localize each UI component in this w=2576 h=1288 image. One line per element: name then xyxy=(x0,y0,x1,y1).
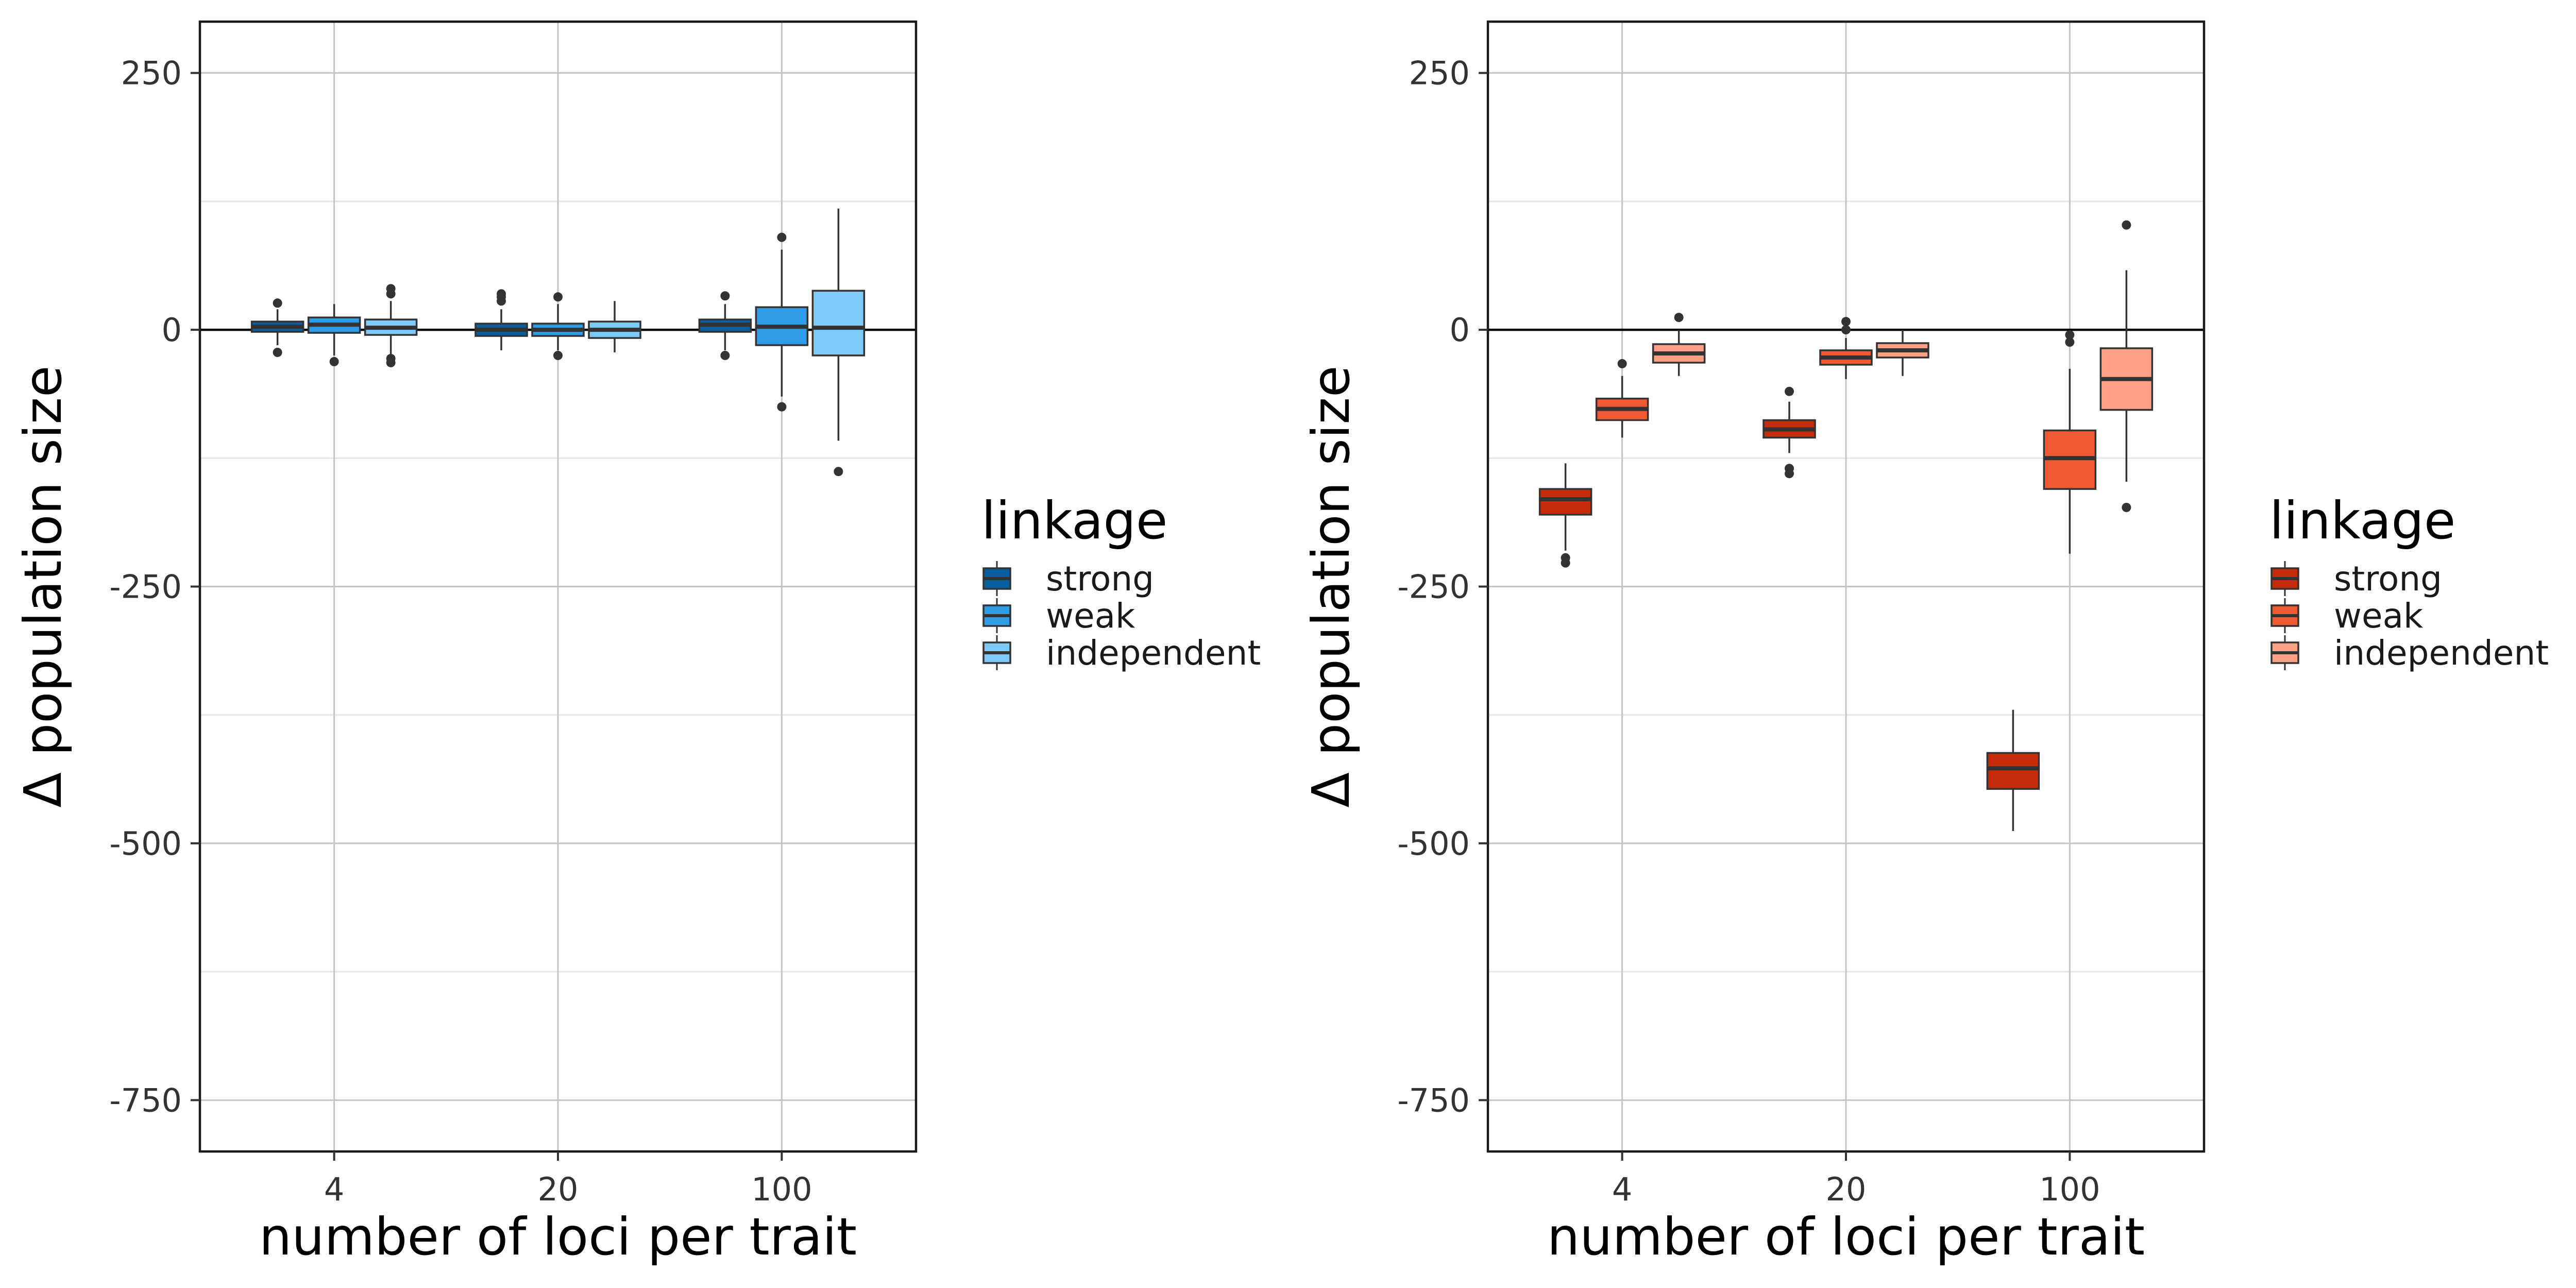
y-tick-label: 0 xyxy=(1450,311,1470,349)
y-tick-label: -500 xyxy=(1397,825,1470,862)
outlier-point xyxy=(273,347,282,357)
y-tick-label: -750 xyxy=(1397,1081,1470,1119)
series-weak xyxy=(307,232,809,412)
box-independent-4 xyxy=(1652,313,1706,376)
outlier-point xyxy=(497,289,506,299)
outlier-point xyxy=(1841,325,1851,335)
y-tick-label: 250 xyxy=(121,55,182,92)
outlier-point xyxy=(1617,359,1627,368)
legend-entry-independent: independent xyxy=(2270,633,2549,673)
legend-entry-weak: weak xyxy=(982,596,1136,636)
y-tick-label: 0 xyxy=(162,311,182,349)
legend-label: weak xyxy=(1046,596,1136,636)
y-tick-label: -250 xyxy=(1397,568,1470,606)
outlier-point xyxy=(777,402,787,412)
outlier-point xyxy=(1561,558,1570,568)
legend-title: linkage xyxy=(981,490,1167,551)
y-tick-label: -500 xyxy=(109,825,182,862)
y-tick-label: -250 xyxy=(109,568,182,606)
legend-entry-strong: strong xyxy=(982,559,1154,599)
legend-entry-strong: strong xyxy=(2270,559,2442,599)
y-tick-label: -750 xyxy=(109,1081,182,1119)
box-iqr xyxy=(811,290,866,357)
legend-label: independent xyxy=(1046,633,1261,673)
outlier-point xyxy=(2065,337,2075,347)
box-iqr xyxy=(1538,488,1592,516)
outlier-point xyxy=(329,357,339,366)
box-strong-4 xyxy=(1538,463,1592,568)
box-weak-100 xyxy=(755,232,809,412)
legend-title: linkage xyxy=(2269,490,2455,551)
box-strong-20 xyxy=(474,289,528,350)
legend-label: strong xyxy=(1046,559,1154,599)
x-tick-label: 20 xyxy=(1826,1171,1867,1208)
series-independent xyxy=(364,208,866,477)
series-strong xyxy=(1538,386,2040,831)
legend-entry-weak: weak xyxy=(2270,596,2424,636)
outlier-point xyxy=(1674,313,1684,323)
series-independent xyxy=(1652,220,2154,512)
x-tick-label: 100 xyxy=(751,1171,812,1208)
outlier-point xyxy=(1785,386,1794,396)
box-strong-100 xyxy=(1986,709,2040,831)
outlier-point xyxy=(2065,330,2075,340)
box-weak-4 xyxy=(307,304,361,366)
outlier-point xyxy=(720,291,730,301)
x-tick-label: 100 xyxy=(2039,1171,2100,1208)
outlier-point xyxy=(1785,469,1794,479)
x-axis-title: number of loci per trait xyxy=(259,1207,857,1267)
x-axis-title: number of loci per trait xyxy=(1547,1207,2145,1267)
box-independent-20 xyxy=(1876,330,1929,376)
box-strong-100 xyxy=(698,291,752,360)
x-tick-label: 4 xyxy=(1612,1171,1632,1208)
box-independent-20 xyxy=(588,301,641,352)
box-independent-4 xyxy=(364,284,418,367)
box-independent-100 xyxy=(811,208,866,477)
y-axis-title: Δ population size xyxy=(1301,365,1361,807)
outlier-point xyxy=(834,467,843,477)
box-iqr xyxy=(1986,752,2040,790)
legend-entry-independent: independent xyxy=(982,633,1261,673)
outlier-point xyxy=(386,284,396,294)
outlier-point xyxy=(2122,502,2131,512)
outlier-point xyxy=(273,298,282,308)
legend-label: strong xyxy=(2334,559,2442,599)
series-strong xyxy=(250,289,752,360)
box-strong-4 xyxy=(250,298,304,357)
outlier-point xyxy=(553,350,563,360)
outlier-point xyxy=(1841,317,1851,327)
box-weak-20 xyxy=(1819,317,1873,379)
x-tick-label: 4 xyxy=(324,1171,344,1208)
y-tick-label: 250 xyxy=(1409,55,1470,92)
box-strong-20 xyxy=(1762,386,1816,479)
legend-label: independent xyxy=(2334,633,2549,673)
y-axis-title: Δ population size xyxy=(13,365,73,807)
legend-label: weak xyxy=(2334,596,2424,636)
outlier-point xyxy=(2122,220,2131,230)
outlier-point xyxy=(553,292,563,302)
box-independent-100 xyxy=(2099,220,2154,512)
outlier-point xyxy=(720,350,730,360)
x-tick-label: 20 xyxy=(538,1171,579,1208)
outlier-point xyxy=(386,358,396,367)
box-weak-100 xyxy=(2043,330,2097,554)
outlier-point xyxy=(777,232,787,242)
series-weak xyxy=(1595,317,2097,554)
box-weak-20 xyxy=(531,292,585,360)
box-weak-4 xyxy=(1595,359,1649,438)
